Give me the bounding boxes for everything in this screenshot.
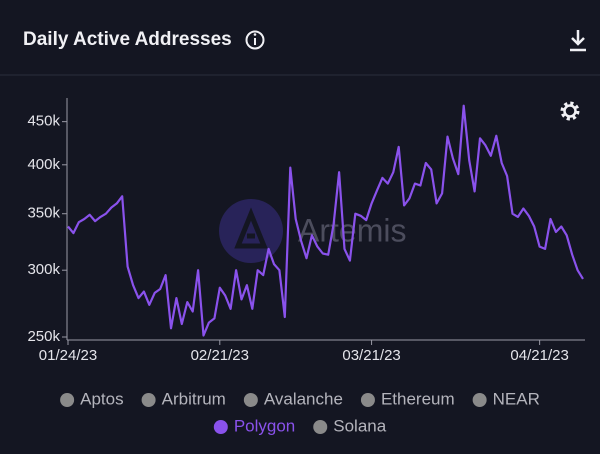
info-icon[interactable]	[245, 30, 265, 50]
y-tick-label: 450k	[27, 113, 60, 130]
legend-label[interactable]: Avalanche	[264, 389, 343, 408]
legend-label[interactable]: Ethereum	[381, 389, 455, 408]
x-tick-label: 02/21/23	[191, 347, 249, 364]
y-tick-label: 400k	[27, 156, 60, 173]
legend-marker[interactable]	[243, 393, 258, 407]
chart-title: Daily Active Addresses	[23, 29, 232, 50]
legend-marker[interactable]	[360, 393, 375, 407]
download-icon[interactable]	[570, 30, 586, 52]
legend-marker[interactable]	[313, 420, 328, 434]
x-tick-label: 01/24/23	[39, 347, 97, 364]
legend-marker[interactable]	[60, 393, 75, 407]
series-line	[67, 104, 584, 337]
legend-marker[interactable]	[213, 420, 228, 434]
legend-label[interactable]: Solana	[333, 416, 386, 435]
y-tick-label: 350k	[27, 205, 60, 222]
legend-label[interactable]: Polygon	[234, 416, 295, 435]
legend-label[interactable]: NEAR	[493, 389, 540, 408]
legend-label[interactable]: Aptos	[80, 389, 123, 408]
y-tick-label: 300k	[27, 261, 60, 278]
legend-marker[interactable]	[141, 393, 156, 407]
legend-label[interactable]: Arbitrum	[162, 389, 226, 408]
x-tick-label: 03/21/23	[342, 347, 400, 364]
settings-icon[interactable]	[560, 101, 580, 121]
y-tick-label: 250k	[27, 328, 60, 345]
x-tick-label: 04/21/23	[510, 347, 568, 364]
legend-marker[interactable]	[472, 393, 487, 407]
